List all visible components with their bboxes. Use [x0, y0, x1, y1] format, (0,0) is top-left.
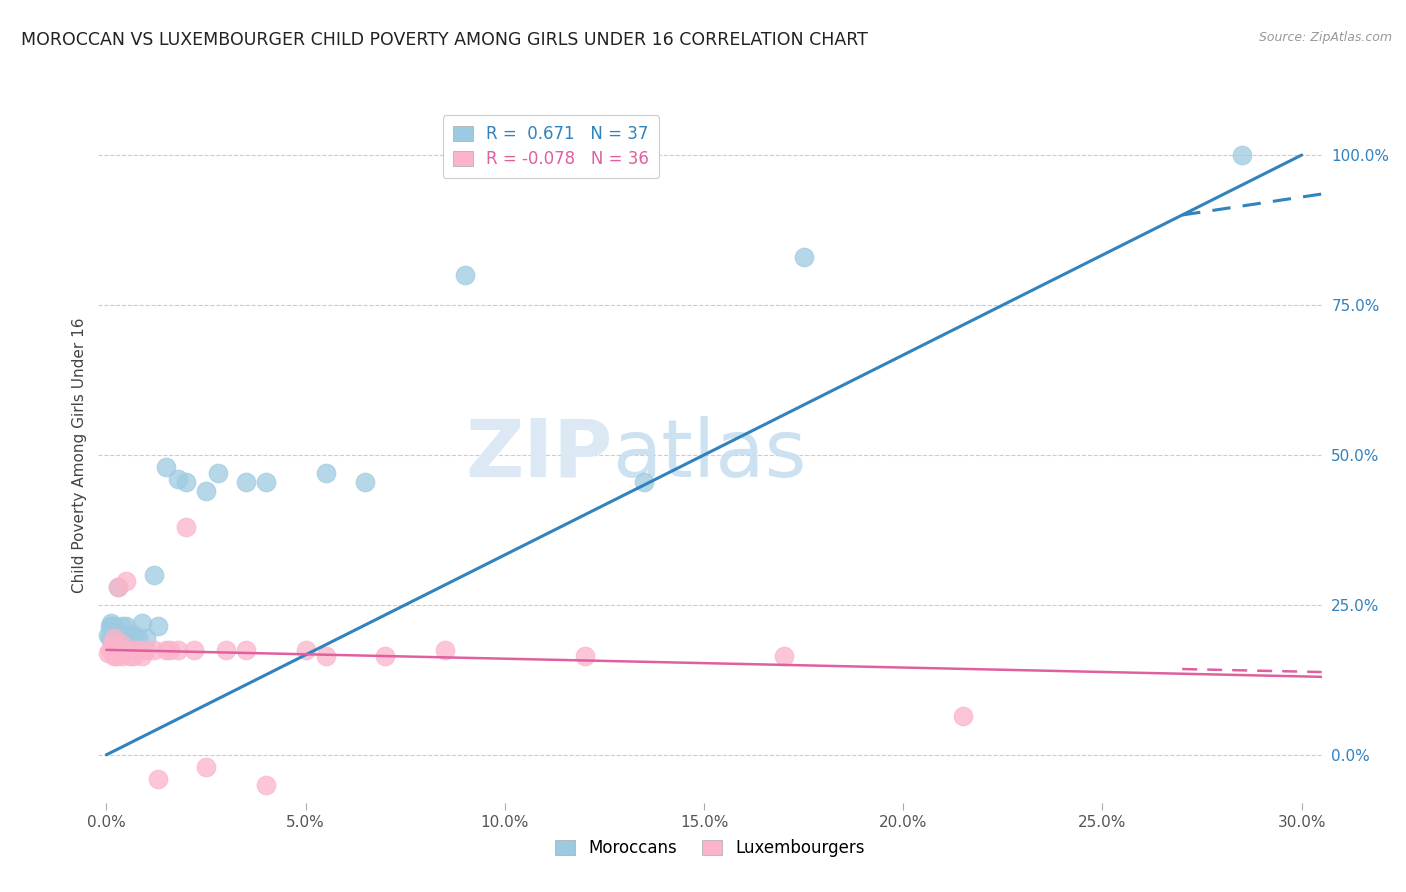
- Point: [120, 648, 142, 663]
- Point: [103, 631, 125, 645]
- Point: [103, 631, 125, 645]
- Point: [294, 643, 316, 657]
- Point: [167, 472, 190, 486]
- Point: [143, 567, 166, 582]
- Point: [97, 628, 120, 642]
- Point: [111, 637, 134, 651]
- Point: [100, 643, 122, 657]
- Point: [454, 268, 477, 282]
- Point: [131, 648, 153, 663]
- Point: [254, 475, 277, 489]
- Point: [107, 580, 129, 594]
- Text: atlas: atlas: [612, 416, 807, 494]
- Point: [124, 628, 146, 642]
- Point: [111, 633, 134, 648]
- Point: [103, 648, 125, 663]
- Text: ZIP: ZIP: [465, 416, 612, 494]
- Point: [195, 760, 218, 774]
- Point: [952, 708, 974, 723]
- Point: [115, 574, 138, 588]
- Point: [354, 475, 377, 489]
- Point: [105, 628, 128, 642]
- Point: [174, 475, 197, 489]
- Point: [97, 646, 120, 660]
- Point: [633, 475, 655, 489]
- Point: [315, 466, 337, 480]
- Point: [135, 631, 157, 645]
- Point: [105, 648, 128, 663]
- Point: [772, 648, 794, 663]
- Point: [100, 615, 122, 630]
- Point: [315, 648, 337, 663]
- Point: [148, 619, 170, 633]
- Point: [1230, 148, 1253, 162]
- Point: [174, 520, 197, 534]
- Point: [374, 648, 396, 663]
- Point: [254, 778, 277, 792]
- Point: [155, 459, 177, 474]
- Point: [101, 619, 124, 633]
- Point: [115, 628, 138, 642]
- Legend: Moroccans, Luxembourgers: Moroccans, Luxembourgers: [548, 833, 872, 864]
- Point: [793, 250, 815, 264]
- Point: [183, 643, 205, 657]
- Point: [167, 643, 190, 657]
- Text: MOROCCAN VS LUXEMBOURGER CHILD POVERTY AMONG GIRLS UNDER 16 CORRELATION CHART: MOROCCAN VS LUXEMBOURGER CHILD POVERTY A…: [21, 31, 868, 49]
- Point: [101, 637, 124, 651]
- Point: [111, 619, 134, 633]
- Point: [159, 643, 181, 657]
- Point: [101, 622, 124, 636]
- Point: [131, 615, 153, 630]
- Point: [143, 643, 166, 657]
- Point: [98, 619, 121, 633]
- Point: [155, 643, 177, 657]
- Point: [111, 628, 134, 642]
- Point: [120, 631, 142, 645]
- Point: [107, 631, 129, 645]
- Point: [107, 637, 129, 651]
- Y-axis label: Child Poverty Among Girls Under 16: Child Poverty Among Girls Under 16: [72, 318, 87, 592]
- Point: [107, 643, 129, 657]
- Point: [215, 643, 238, 657]
- Point: [148, 772, 170, 786]
- Point: [127, 631, 149, 645]
- Point: [574, 648, 596, 663]
- Point: [111, 648, 134, 663]
- Point: [115, 619, 138, 633]
- Point: [124, 648, 146, 663]
- Point: [235, 643, 257, 657]
- Point: [127, 643, 149, 657]
- Point: [207, 466, 229, 480]
- Point: [103, 619, 125, 633]
- Point: [115, 643, 138, 657]
- Point: [434, 643, 457, 657]
- Point: [135, 643, 157, 657]
- Point: [195, 483, 218, 498]
- Point: [124, 643, 146, 657]
- Point: [107, 580, 129, 594]
- Point: [100, 631, 122, 645]
- Point: [235, 475, 257, 489]
- Text: Source: ZipAtlas.com: Source: ZipAtlas.com: [1258, 31, 1392, 45]
